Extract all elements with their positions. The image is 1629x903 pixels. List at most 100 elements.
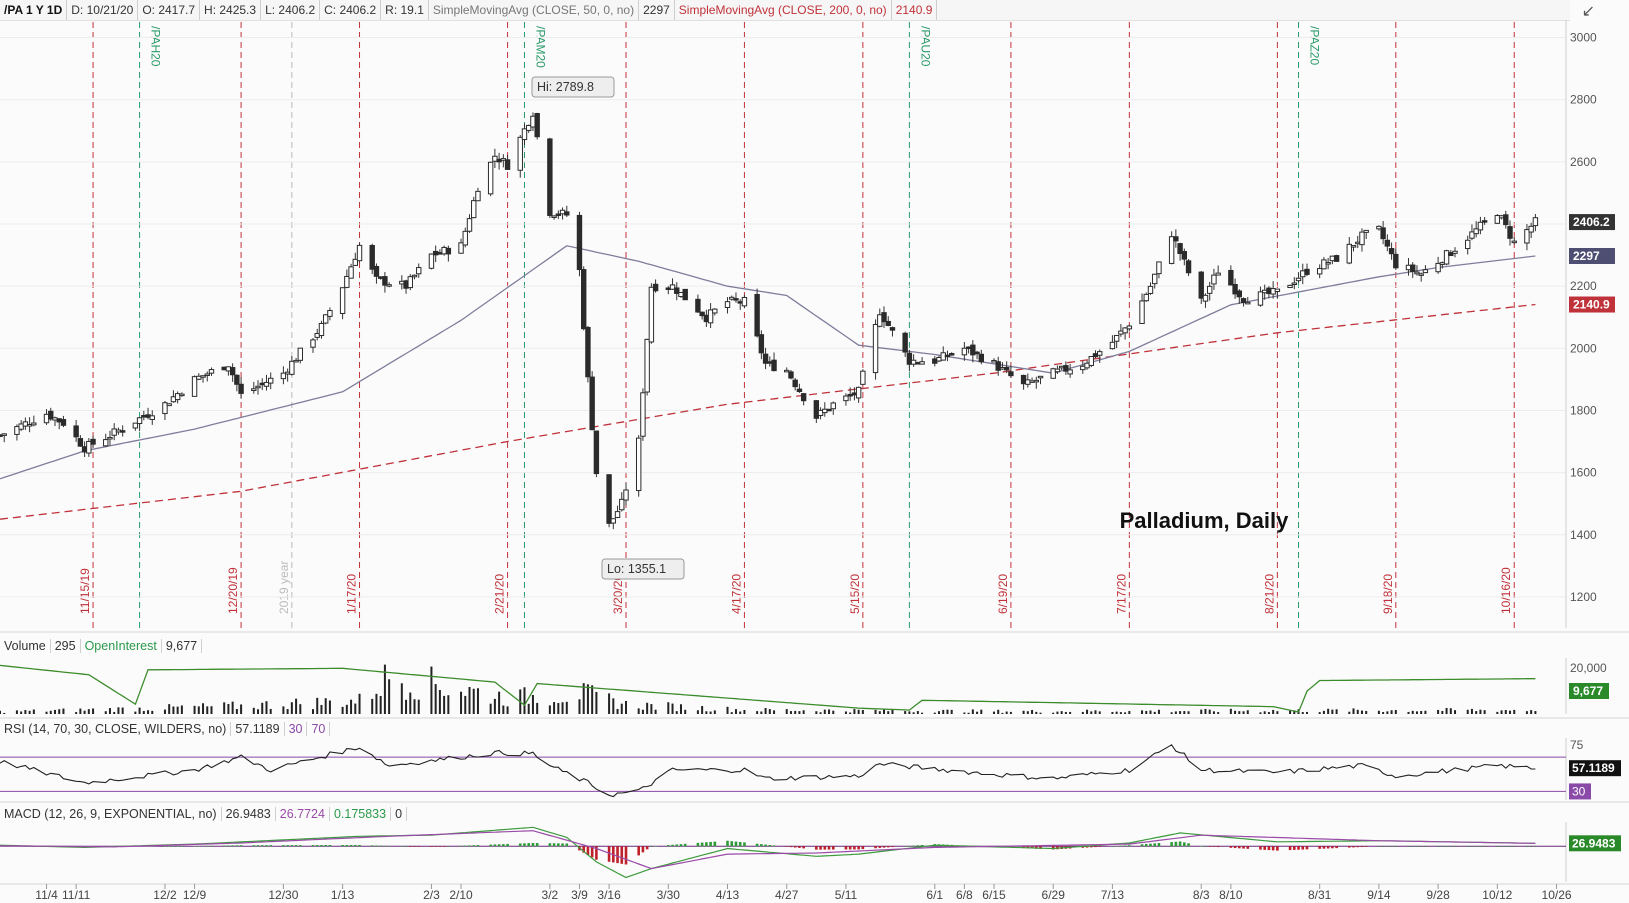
rsi-label[interactable]: RSI (14, 70, 30, CLOSE, WILDERS, no) — [0, 722, 232, 736]
time-tick-label: 6/15 — [982, 888, 1006, 902]
macd-histogram-bar — [565, 843, 569, 847]
sma50-label[interactable]: SimpleMovingAvg (CLOSE, 50, 0, no) — [429, 0, 640, 20]
candle-body — [1422, 269, 1429, 274]
volume-bar — [498, 691, 501, 714]
rsi-panel-header: RSI (14, 70, 30, CLOSE, WILDERS, no) 57.… — [0, 720, 331, 738]
candle-body — [229, 367, 236, 376]
price-badge — [1569, 248, 1615, 265]
candle-body — [132, 422, 139, 429]
candle-body — [322, 314, 329, 324]
macd-histogram-bar — [468, 845, 471, 847]
volume-bar — [328, 700, 331, 714]
macd-histogram-bar — [882, 846, 886, 848]
macd-histogram-bar — [1208, 846, 1212, 847]
volume-bar — [1276, 711, 1279, 714]
macd-histogram-bar — [434, 846, 437, 847]
macd-histogram-bar — [299, 845, 302, 847]
volume-bar — [768, 709, 771, 714]
macd-histogram-bar — [320, 845, 323, 847]
date-marker-label: 10/16/20 — [1499, 567, 1513, 614]
volume-bar — [1496, 711, 1499, 714]
macd-histogram-bar — [1271, 846, 1275, 851]
candle-body — [589, 376, 595, 431]
volume-bar — [358, 693, 361, 714]
macd-histogram-bar — [705, 842, 708, 847]
time-axis[interactable]: 11/4 11/11 12/2 12/9 12/30 1/13 2/3 2/10 3/2 3/9 3… — [0, 883, 1629, 902]
expiry-marker-label: /PAM20 — [533, 26, 547, 68]
macd-histogram-bar — [1229, 846, 1233, 848]
candle-body — [356, 244, 363, 262]
candle-body — [1050, 368, 1056, 379]
candle-body — [208, 369, 215, 374]
macd-histogram-bar — [1390, 846, 1393, 847]
macd-histogram-bar — [239, 845, 243, 847]
symbol-label[interactable]: /PA 1 Y 1D — [0, 0, 68, 20]
macd-histogram-bar — [1529, 846, 1533, 847]
candle-body — [855, 386, 862, 399]
time-tick-label: 8/31 — [1308, 888, 1332, 902]
price-tick-label: 2600 — [1570, 155, 1597, 169]
candle-body — [386, 284, 392, 287]
volume-bar — [709, 711, 712, 714]
volume-bar — [121, 707, 124, 714]
candle-body — [1168, 236, 1175, 264]
candle-body — [297, 347, 304, 361]
macd-histogram-bar — [675, 844, 679, 847]
volume-bar — [586, 684, 589, 714]
volume-bar — [654, 709, 657, 714]
candle-body — [593, 430, 600, 475]
volume-bar — [257, 709, 260, 714]
macd-histogram-bar — [235, 845, 239, 847]
macd-label[interactable]: MACD (12, 26, 9, EXPONENTIAL, no) — [0, 807, 222, 821]
candle-body — [289, 360, 295, 375]
volume-bar — [734, 709, 737, 714]
oi-label[interactable]: OpenInterest — [81, 639, 162, 653]
macd-histogram-bar — [1483, 846, 1486, 847]
macd-zero: 0 — [391, 807, 408, 821]
macd-histogram-bar — [1394, 846, 1398, 847]
candle-body — [1384, 239, 1391, 247]
chart-header: /PA 1 Y 1D D: 10/21/20 O: 2417.7 H: 2425… — [0, 0, 1570, 21]
candle-body — [204, 373, 210, 377]
price-axis[interactable]: 1200140016001800200022002400260028003000… — [1569, 31, 1615, 604]
volume-bar — [1234, 710, 1237, 714]
volume-bar — [933, 712, 936, 714]
macd-histogram-bar — [404, 846, 408, 847]
macd-histogram-bar — [1199, 846, 1203, 847]
macd-histogram-bar — [1170, 842, 1173, 847]
hi-label: Hi: 2789.8 — [537, 80, 594, 94]
volume-bar — [1157, 709, 1160, 714]
candle-body — [1388, 248, 1395, 255]
candle-body — [547, 138, 553, 216]
sma200-label[interactable]: SimpleMovingAvg (CLOSE, 200, 0, no) — [675, 0, 892, 20]
high-readout: H: 2425.3 — [200, 0, 262, 20]
macd-histogram-bar — [1500, 846, 1503, 847]
macd-histogram-bar — [552, 843, 556, 847]
candle-body — [136, 417, 143, 425]
price-badge — [1569, 214, 1615, 231]
candle-body — [179, 393, 185, 397]
macd-value-line — [0, 826, 1536, 879]
volume-bar — [176, 706, 179, 714]
macd-histogram-bar — [1360, 846, 1364, 848]
candle-body — [411, 274, 418, 278]
candle-body — [1198, 271, 1204, 299]
macd-histogram-bar — [463, 845, 467, 847]
candle-body — [339, 287, 346, 314]
macd-histogram-bar — [709, 841, 712, 847]
volume-bar — [773, 710, 776, 714]
volume-label[interactable]: Volume — [0, 639, 51, 653]
macd-histogram-bar — [1301, 846, 1305, 850]
candle-body — [1350, 245, 1357, 248]
macd-histogram-bar — [1534, 846, 1537, 847]
macd-histogram-bar — [1335, 846, 1338, 849]
volume-bar — [379, 695, 382, 714]
candle-body — [1236, 290, 1243, 298]
collapse-icon[interactable]: ↙ — [1581, 3, 1595, 20]
macd-histogram-bar — [1183, 842, 1186, 847]
macd-histogram-bar — [789, 846, 793, 848]
candle-body — [564, 211, 570, 216]
sma200-line — [0, 303, 1536, 520]
candle-body — [800, 393, 807, 402]
